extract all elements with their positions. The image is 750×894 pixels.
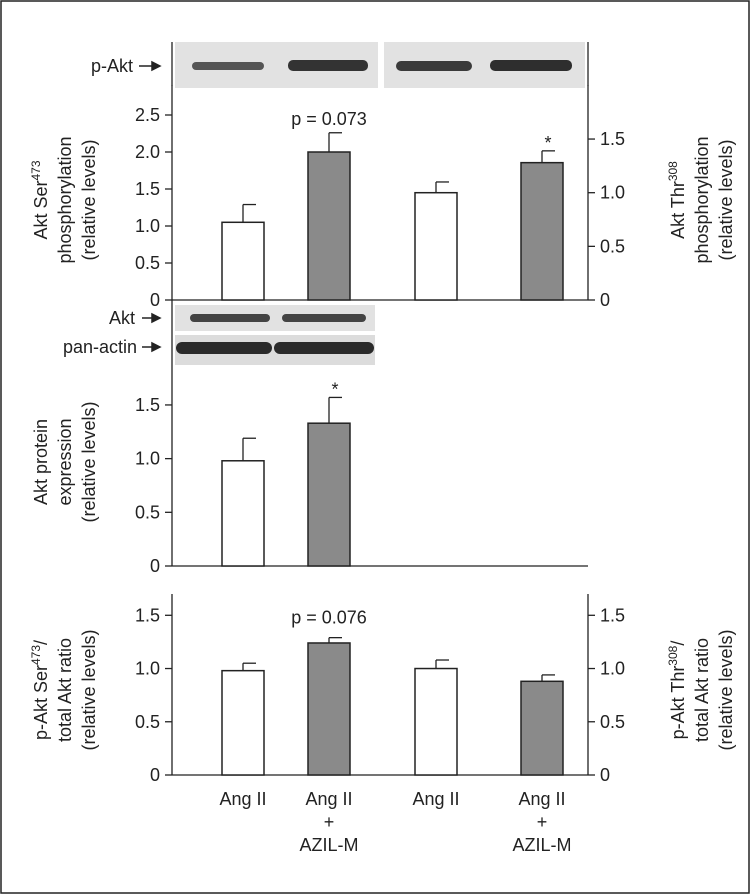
- x-tick-label: +: [537, 812, 548, 832]
- bar: [307, 151, 351, 301]
- x-tick-label: Ang II: [412, 789, 459, 809]
- annotation: *: [544, 133, 551, 153]
- x-tick-label: Ang II: [305, 789, 352, 809]
- blot-arrows: [139, 60, 162, 353]
- axis-label-text: (relative levels): [79, 139, 99, 260]
- tick-label: 0.5: [135, 502, 160, 522]
- axis-label-text: Akt protein: [31, 419, 51, 505]
- tick-label: 1.5: [600, 129, 625, 149]
- x-tick-label: Ang II: [518, 789, 565, 809]
- axis-label-text: (relative levels): [716, 629, 736, 750]
- bar: [221, 221, 265, 301]
- axis-label: (relative levels): [716, 629, 736, 750]
- tick-label: 0: [600, 765, 610, 785]
- annotation: *: [331, 379, 338, 399]
- x-tick-label: AZIL-M: [512, 835, 571, 855]
- tick-label: 1.0: [600, 183, 625, 203]
- axis-label: phosphorylation: [692, 136, 712, 263]
- blot-label: pan-actin: [63, 337, 137, 357]
- bar: [520, 680, 564, 776]
- axis-label-text: total Akt ratio: [55, 638, 75, 742]
- axis-label: (relative levels): [79, 401, 99, 522]
- annotation: p = 0.073: [291, 109, 367, 129]
- axis-label-text: phosphorylation: [55, 136, 75, 263]
- axis-label-text: Akt Thr: [668, 181, 688, 239]
- bar: [221, 669, 265, 776]
- tick-label: 2.5: [135, 105, 160, 125]
- tick-label: 0: [150, 290, 160, 310]
- bar: [414, 191, 458, 301]
- axis-label-text: /: [31, 640, 51, 645]
- tick-label: 0: [600, 290, 610, 310]
- axis-label: p-Akt Thr308/: [666, 641, 688, 740]
- tick-label: 1.0: [135, 216, 160, 236]
- blot-p-akt: [175, 42, 585, 88]
- x-tick-label: AZIL-M: [299, 835, 358, 855]
- tick-label: 0.5: [135, 712, 160, 732]
- tick-label: 0.5: [600, 712, 625, 732]
- axis-label-sup: 308: [666, 645, 680, 665]
- blot-akt: [175, 305, 375, 365]
- axis-label-sup: 473: [29, 645, 43, 665]
- tick-label: 1.0: [135, 449, 160, 469]
- axis-label: (relative levels): [79, 139, 99, 260]
- axis-label-text: p-Akt Ser: [31, 665, 51, 740]
- tick-label: 2.0: [135, 142, 160, 162]
- axis-label: Akt Thr308: [666, 161, 688, 239]
- tick-label: 1.5: [135, 395, 160, 415]
- tick-label: 0.5: [135, 253, 160, 273]
- tick-label: 1.5: [135, 605, 160, 625]
- axis-label-text: expression: [55, 418, 75, 505]
- bar: [414, 667, 458, 776]
- axis-label-text: (relative levels): [716, 139, 736, 260]
- axis-label: Akt Ser473: [29, 160, 51, 239]
- axis-label: (relative levels): [79, 629, 99, 750]
- blot-label: p-Akt: [91, 56, 133, 76]
- axis-label: p-Akt Ser473/: [29, 640, 51, 740]
- tick-label: 0: [150, 556, 160, 576]
- axis-label-sup: 473: [29, 160, 43, 180]
- axis-label-text: (relative levels): [79, 401, 99, 522]
- bar: [520, 161, 564, 301]
- bar: [221, 460, 265, 567]
- tick-label: 1.0: [135, 659, 160, 679]
- tick-label: 1.5: [135, 179, 160, 199]
- tick-label: 1.5: [600, 605, 625, 625]
- axis-label-text: /: [668, 641, 688, 646]
- annotation: p = 0.076: [291, 608, 367, 628]
- axis-label: total Akt ratio: [55, 638, 75, 742]
- axis-label-text: Akt Ser: [31, 181, 51, 240]
- axis-label: (relative levels): [716, 139, 736, 260]
- tick-label: 0: [150, 765, 160, 785]
- axis-label: total Akt ratio: [692, 638, 712, 742]
- axis-label-sup: 308: [666, 161, 680, 181]
- axis-label: phosphorylation: [55, 136, 75, 263]
- x-tick-label: Ang II: [219, 789, 266, 809]
- tick-label: 1.0: [600, 659, 625, 679]
- bar: [307, 642, 351, 776]
- blot-label: Akt: [109, 308, 135, 328]
- x-tick-label: +: [324, 812, 335, 832]
- axis-label-text: total Akt ratio: [692, 638, 712, 742]
- axis-label-text: (relative levels): [79, 629, 99, 750]
- axis-label: expression: [55, 418, 75, 505]
- axis-label-text: p-Akt Thr: [668, 666, 688, 740]
- bar: [307, 422, 351, 567]
- axis-label-text: phosphorylation: [692, 136, 712, 263]
- tick-label: 0.5: [600, 236, 625, 256]
- axis-label: Akt protein: [31, 419, 51, 505]
